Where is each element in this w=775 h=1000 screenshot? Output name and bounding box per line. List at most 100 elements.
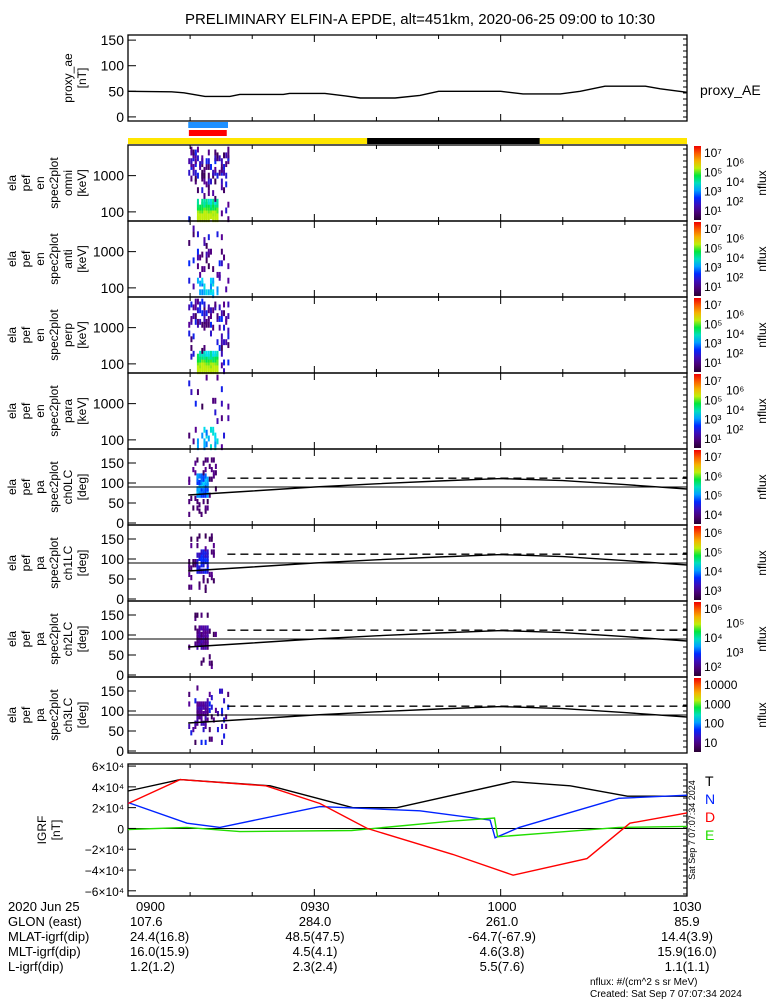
pitch-angle-ch0LC-ylabel-line: pef [19,478,33,495]
pitch-angle-pixel [204,625,207,631]
pitch-angle-ch3LC-ylabel-line: ch3LC [61,697,75,732]
spectrogram-pixel [188,277,191,284]
spectrogram-pixel [188,304,191,311]
pitch-angle-pixel [210,536,213,542]
pitch-angle-ch2LC-colorbar-tick: 10³ [726,646,743,660]
pitch-angle-pixel [190,730,193,736]
pitch-angle-pixel [198,625,201,631]
spectrogram-pixel [207,248,210,255]
spectrogram-pixel [192,225,195,232]
pitch-angle-pixel [216,711,219,717]
annotation-value: 4.6(3.8) [480,944,525,959]
pitch-angle-ch3LC-ytick-label: 0 [116,743,124,759]
spectrogram-pixel [203,283,206,290]
spectrogram-pixel [203,324,206,331]
annotation-value: 1.2(1.2) [130,959,175,974]
spectrogram-perp-colorbar-tick: 10⁴ [726,327,745,341]
pitch-angle-pixel [196,489,199,495]
spectrogram-para-ylabel-line: pef [19,402,33,419]
spectrogram-pixel [196,353,199,360]
pitch-angle-pixel [194,470,197,476]
spectrogram-para-colorbar-tick: 10² [726,422,743,436]
spectrogram-pixel [188,321,191,328]
pitch-angle-pixel [198,581,201,587]
pitch-angle-pixel [200,489,203,495]
spectrogram-pixel [192,257,195,264]
pitch-angle-pixel [204,631,207,637]
spectrogram-pixel [199,280,202,287]
pitch-angle-pixel [190,584,193,590]
spectrogram-perp-colorbar-tick: 10⁷ [704,298,722,312]
spectrogram-anti-colorbar-tick: 10⁶ [726,232,744,246]
spectrogram-pixel [190,158,193,165]
pitch-angle-pixel [194,625,197,631]
spectrogram-omni-colorbar-tick: 10³ [704,185,721,199]
pitch-angle-pixel [194,723,197,729]
spectrogram-pixel [225,181,228,188]
spectrogram-pixel [203,289,206,296]
spectrogram-anti-colorbar-label: nflux [755,246,769,271]
pitch-angle-pixel [200,483,203,489]
pitch-angle-ch1LC-ytick-label: 0 [116,591,124,607]
pitch-angle-pixel [202,628,205,634]
spectrogram-pixel [196,213,199,220]
pitch-angle-pixel [204,479,207,485]
pitch-angle-ch0LC-colorbar-tick: 10⁵ [704,489,722,503]
pitch-angle-pixel [206,486,209,492]
spectrogram-pixel [227,146,230,153]
annotation-value: 15.9(16.0) [657,944,716,959]
pitch-angle-ch2LC-ylabel-line: spec2plot [47,613,61,665]
pitch-angle-ch1LC-ytick-label: 150 [101,531,125,547]
pitch-angle-pixel [210,704,213,710]
spectrogram-pixel [188,216,191,223]
pitch-angle-pixel [196,685,199,691]
spectrogram-pixel [203,345,206,351]
pitch-angle-pixel [216,727,219,733]
spectrogram-pixel [192,231,195,238]
pitch-angle-pixel [204,552,207,558]
spectrogram-pixel [203,166,206,173]
spectrogram-pixel [225,316,228,322]
pitch-angle-pixel [206,711,209,717]
spectrogram-pixel [192,304,195,311]
spectrogram-pixel [207,289,210,296]
spectrogram-pixel [205,257,208,264]
pitch-angle-pixel [196,486,199,492]
spectrogram-pixel [223,169,226,176]
pitch-angle-pixel [206,476,209,482]
spectrogram-omni-ylabel-line: ela [5,175,19,191]
spectrogram-pixel [196,248,199,255]
annotation-row-label: GLON (east) [8,914,82,929]
annotation-value: 48.5(47.5) [285,929,344,944]
pitch-angle-pixel [202,625,205,631]
pitch-angle-ch0LC-ytick-label: 50 [108,495,124,511]
spectrogram-pixel [205,289,208,296]
spectrogram-omni-colorbar-tick: 10² [726,194,743,208]
spectrogram-pixel [203,172,206,179]
pitch-angle-pixel [208,701,211,707]
spectrogram-pixel [212,350,215,357]
pitch-angle-pixel [202,489,205,495]
spectrogram-pixel [196,172,199,179]
pitch-angle-pixel [190,536,193,542]
spectrogram-para-colorbar-tick: 10⁴ [726,403,745,417]
pitch-angle-ch2LC-colorbar-tick: 10⁵ [726,617,744,631]
pitch-angle-pixel [227,691,230,697]
pitch-angle-pixel [202,720,205,726]
pitch-angle-ch1LC-ylabel-line: ela [5,555,19,571]
pitch-angle-pixel [210,467,213,473]
spectrogram-anti-colorbar-tick: 10³ [704,261,721,275]
pitch-angle-pixel [188,691,191,697]
spectrogram-pixel [227,415,230,422]
pitch-angle-pixel [204,476,207,482]
pitch-angle-pixel [208,654,211,660]
pitch-angle-pixel [221,711,224,717]
spectrogram-pixel [207,190,210,197]
pitch-angle-ch1LC-ytick-label: 50 [108,571,124,587]
spectrogram-pixel [194,298,197,305]
annotation-value: 0900 [136,899,165,914]
pitch-angle-pixel [196,635,199,641]
spectrogram-anti-ytick-label: 1000 [93,244,124,260]
spectrogram-pixel [220,333,223,340]
igrf-E-line [127,817,688,838]
